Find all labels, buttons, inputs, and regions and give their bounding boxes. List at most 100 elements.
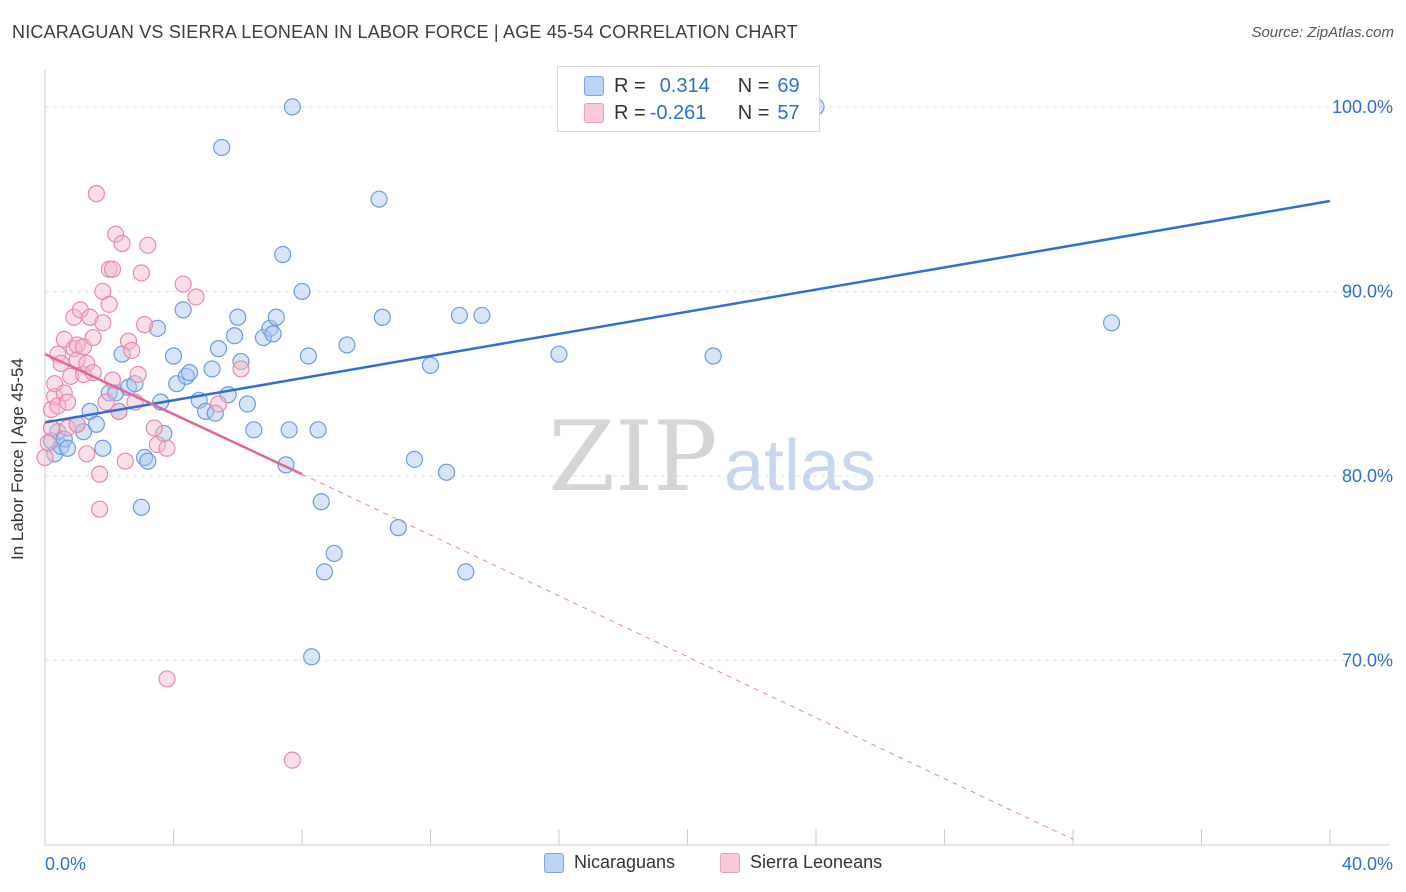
data-point [113,234,131,253]
stats-row-sierra-leoneans: R = -0.261 N = 57 [584,100,800,126]
data-point [103,260,122,278]
data-point [94,439,112,457]
data-point [370,190,388,208]
data-point [91,465,109,483]
data-point [206,404,224,422]
data-point [158,439,176,457]
data-point [209,395,228,413]
data-point [299,347,318,365]
data-point [209,340,228,358]
data-point [405,450,424,468]
data-point [421,356,440,374]
data-point [309,421,327,439]
data-point [704,347,722,365]
stats-legend: R = 0.314 N = 69 R = -0.261 N = 57 [557,66,820,132]
n-value: 69 [777,74,800,97]
data-point [116,452,134,470]
series-nicaraguans [42,98,1121,666]
source-label: Source: ZipAtlas.com [1251,24,1394,41]
data-point [229,308,247,326]
trend-line-nicaraguans [44,199,1331,424]
r-value: 0.314 [659,74,710,97]
data-point [132,264,150,282]
data-point [132,498,150,516]
data-point [245,421,263,439]
data-point [91,500,109,518]
data-point [68,336,86,354]
data-point [232,352,250,371]
data-point [148,435,167,454]
data-point [550,345,568,363]
trend-line-sierra-leoneans [44,353,303,476]
n-label: N = [737,101,770,124]
data-point [139,452,157,470]
trend-line-sierra-leoneans-extrapolated [301,473,1074,840]
data-point [450,306,469,325]
legend-label: Sierra Leoneans [750,852,883,872]
data-point [87,185,106,203]
watermark: ZIP atlas [548,401,876,513]
data-point [158,670,176,688]
data-point [46,388,64,406]
data-point [238,395,256,413]
data-point [213,138,231,157]
y-axis-label: In Labor Force | Age 45-54 [8,358,27,560]
data-point [225,327,244,345]
data-point [174,301,192,319]
stats-row-nicaraguans: R = 0.314 N = 69 [584,73,800,99]
y-tick-label: 100.0% [1332,97,1393,117]
data-point [338,336,356,354]
data-point [84,328,102,347]
data-point [1102,314,1121,332]
data-point [264,325,282,343]
legend-swatch-blue [584,76,604,96]
data-point [107,225,125,243]
data-point [457,563,475,581]
data-point [148,319,167,337]
data-point [123,341,141,360]
n-label: N = [737,74,770,97]
data-point [283,751,301,769]
legend-swatch-pink [584,103,604,123]
legend-swatch-pink [720,852,740,873]
y-tick-label: 80.0% [1342,466,1393,486]
tick-labels: 70.0% 80.0% 90.0% 100.0% 0.0% 40.0% [45,97,1393,874]
data-point [94,314,112,332]
data-point [164,347,183,365]
legend-item-nicaraguans[interactable]: Nicaraguans [544,852,675,873]
data-point [232,360,250,378]
series-sierra-leoneans [36,185,301,769]
x-tick-label: 40.0% [1342,854,1393,874]
data-point [119,332,138,350]
legend-label: Nicaraguans [574,852,676,872]
legend-swatch-blue [544,852,564,873]
data-point [58,419,77,437]
watermark-zip: ZIP [548,401,717,513]
data-point [203,360,221,378]
watermark-atlas: atlas [724,426,876,506]
data-point [325,544,343,563]
data-point [180,364,199,382]
data-point [312,493,330,511]
chart-title: NICARAGUAN VS SIERRA LEONEAN IN LABOR FO… [12,22,798,42]
data-point [135,316,154,334]
r-value: -0.261 [649,101,707,124]
r-label: R = [614,74,646,97]
data-point [78,445,96,463]
data-point [62,367,80,385]
data-point [126,375,144,393]
data-point [58,393,77,411]
data-point [267,308,285,326]
data-point [283,98,301,116]
r-label: R = [614,101,646,124]
n-value: 57 [777,101,800,124]
y-tick-label: 70.0% [1342,650,1393,670]
data-point [373,308,391,326]
grid-lines [45,106,1390,661]
data-point [87,415,106,433]
data-point [97,393,115,411]
data-point [81,308,99,326]
legend-item-sierra-leoneans[interactable]: Sierra Leoneans [720,852,882,873]
data-point [58,439,77,457]
